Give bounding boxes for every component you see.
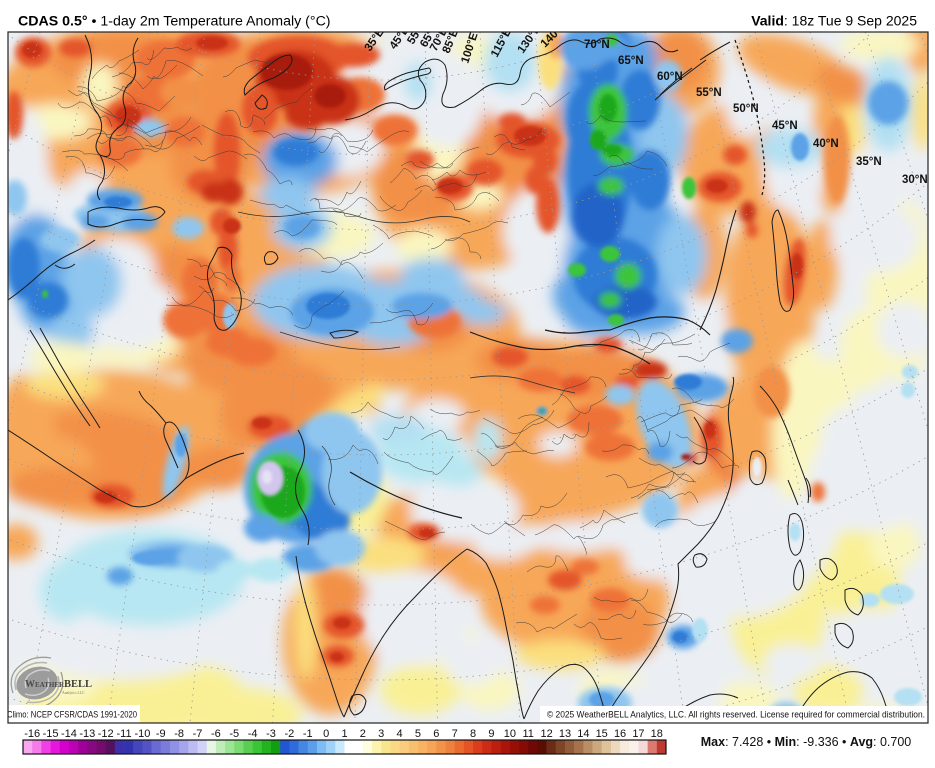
svg-text:-7: -7 — [193, 728, 203, 740]
svg-text:-2: -2 — [284, 728, 294, 740]
svg-text:-6: -6 — [211, 728, 221, 740]
svg-text:-15: -15 — [43, 728, 59, 740]
svg-text:5: 5 — [415, 728, 421, 740]
svg-text:55°N: 55°N — [696, 87, 722, 99]
svg-text:-16: -16 — [24, 728, 40, 740]
svg-text:10: 10 — [504, 728, 516, 740]
svg-text:9: 9 — [488, 728, 494, 740]
svg-text:Analytics LLC: Analytics LLC — [62, 691, 85, 695]
svg-text:30°N: 30°N — [902, 174, 928, 186]
svg-text:15: 15 — [596, 728, 608, 740]
svg-text:60°N: 60°N — [657, 71, 683, 83]
svg-text:12: 12 — [540, 728, 552, 740]
svg-text:2: 2 — [360, 728, 366, 740]
svg-text:6: 6 — [433, 728, 439, 740]
svg-text:Max: 7.428 • Min: -9.336 • Avg: Max: 7.428 • Min: -9.336 • Avg: 0.700 — [701, 735, 912, 749]
svg-text:40°N: 40°N — [813, 138, 839, 150]
svg-text:-12: -12 — [98, 728, 114, 740]
svg-text:-3: -3 — [266, 728, 276, 740]
svg-text:7: 7 — [452, 728, 458, 740]
svg-text:16: 16 — [614, 728, 626, 740]
svg-text:8: 8 — [470, 728, 476, 740]
svg-text:50°N: 50°N — [733, 103, 759, 115]
svg-text:-11: -11 — [116, 728, 131, 740]
svg-text:-10: -10 — [134, 728, 150, 740]
svg-text:-1: -1 — [303, 728, 313, 740]
svg-text:© 2025 WeatherBELL Analytics,: © 2025 WeatherBELL Analytics, LLC. All r… — [547, 710, 925, 720]
svg-text:17: 17 — [632, 728, 644, 740]
svg-text:4: 4 — [397, 728, 403, 740]
svg-text:13: 13 — [559, 728, 571, 740]
svg-text:3: 3 — [378, 728, 384, 740]
svg-text:14: 14 — [577, 728, 589, 740]
svg-text:Valid: 18z Tue 9 Sep 2025: Valid: 18z Tue 9 Sep 2025 — [751, 13, 917, 29]
svg-text:70°N: 70°N — [584, 39, 610, 51]
svg-text:1: 1 — [341, 728, 347, 740]
svg-text:-4: -4 — [248, 728, 258, 740]
svg-text:18: 18 — [651, 728, 663, 740]
svg-text:-13: -13 — [79, 728, 95, 740]
svg-text:CDAS 0.5° • 1-day 2m Temperatu: CDAS 0.5° • 1-day 2m Temperature Anomaly… — [18, 14, 331, 30]
svg-text:-14: -14 — [61, 728, 77, 740]
svg-text:35°N: 35°N — [856, 156, 882, 168]
svg-text:-8: -8 — [174, 728, 184, 740]
svg-text:65°N: 65°N — [618, 55, 644, 67]
svg-text:-5: -5 — [229, 728, 239, 740]
svg-text:WEATHERBELL: WEATHERBELL — [25, 679, 92, 690]
svg-text:-9: -9 — [156, 728, 166, 740]
svg-text:11: 11 — [522, 728, 533, 740]
svg-text:45°N: 45°N — [772, 120, 798, 132]
svg-text:0: 0 — [323, 728, 329, 740]
svg-text:Climo: NCEP CFSR/CDAS 1991-202: Climo: NCEP CFSR/CDAS 1991-2020 — [7, 710, 137, 720]
